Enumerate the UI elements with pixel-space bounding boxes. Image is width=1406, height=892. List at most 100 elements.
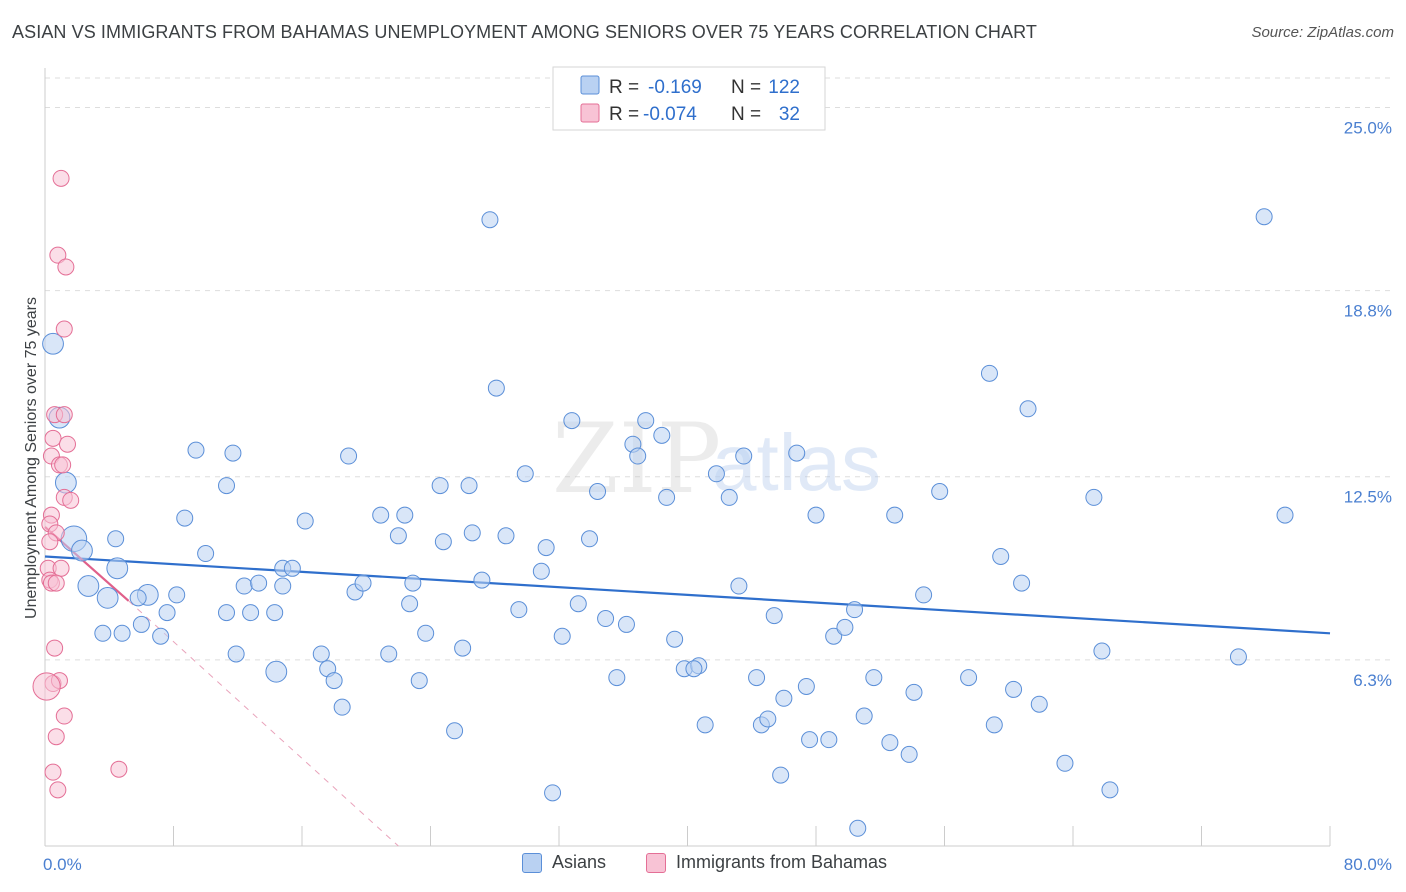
data-point-asians [372, 506, 390, 524]
data-point-asians [410, 672, 428, 690]
data-point-asians [96, 586, 119, 609]
data-point-bahamas [44, 763, 62, 781]
data-point-asians [129, 589, 147, 607]
data-point-asians [532, 562, 550, 580]
y-tick-label: 18.8% [1344, 302, 1392, 321]
data-point-asians [666, 630, 684, 648]
data-point-asians [544, 784, 562, 802]
data-point-asians [849, 819, 867, 837]
data-point-asians [980, 364, 998, 382]
data-point-asians [788, 444, 806, 462]
y-tick-label: 12.5% [1344, 488, 1392, 507]
data-point-asians [1276, 506, 1294, 524]
data-point-asians [846, 601, 864, 619]
data-point-bahamas [52, 169, 70, 187]
stats-n-value: 32 [779, 104, 800, 125]
data-point-asians [1093, 642, 1111, 660]
data-point-asians [563, 412, 581, 430]
gridlines [45, 77, 1392, 661]
data-point-asians [158, 604, 176, 622]
data-point-asians [855, 707, 873, 725]
data-point-asians [900, 745, 918, 763]
data-point-asians [132, 615, 150, 633]
data-point-asians [1019, 400, 1037, 418]
data-point-asians [454, 639, 472, 657]
data-point-asians [224, 444, 242, 462]
data-point-asians [460, 477, 478, 495]
stats-r-value: -0.074 [643, 104, 697, 125]
data-point-asians [905, 683, 923, 701]
data-point-asians [730, 577, 748, 595]
data-point-asians [71, 539, 93, 562]
data-point-asians [825, 627, 843, 645]
stats-r-value: -0.169 [648, 77, 702, 98]
y-tick-label: 25.0% [1344, 118, 1392, 137]
series-bahamas [32, 169, 128, 799]
data-point-bahamas [55, 406, 73, 424]
stats-n-label: N = [731, 77, 761, 98]
data-point-asians [748, 669, 766, 687]
legend-label-bahamas: Immigrants from Bahamas [676, 852, 888, 872]
data-point-asians [77, 575, 100, 597]
data-point-asians [417, 624, 435, 642]
data-point-asians [235, 577, 253, 595]
data-point-bahamas [62, 491, 80, 509]
data-point-asians [107, 530, 125, 548]
data-point-asians [242, 604, 260, 622]
data-point-asians [487, 379, 505, 397]
data-point-asians [735, 447, 753, 465]
data-point-asians [266, 604, 284, 622]
data-point-asians [985, 716, 1003, 734]
data-point-asians [707, 465, 725, 483]
stats-swatch-asians [580, 75, 600, 95]
data-point-asians [227, 645, 245, 663]
data-point-asians [658, 488, 676, 506]
data-point-asians [197, 545, 215, 563]
data-point-asians [765, 607, 783, 625]
data-point-asians [1101, 781, 1119, 799]
data-point-asians [218, 477, 236, 495]
data-point-asians [340, 447, 358, 465]
bottom-legend: Asians Immigrants from Bahamas [0, 848, 1406, 880]
data-point-bahamas [110, 760, 128, 778]
data-point-asians [94, 624, 112, 642]
x-tick-label-min: 0.0% [43, 855, 82, 874]
data-point-bahamas [49, 246, 67, 264]
data-point-asians [1229, 648, 1247, 666]
data-point-bahamas [57, 258, 75, 276]
data-point-asians [333, 698, 351, 716]
data-point-asians [881, 734, 899, 752]
data-point-asians [510, 601, 528, 619]
data-point-asians [992, 547, 1010, 565]
data-point-asians [325, 672, 343, 690]
data-point-bahamas [32, 672, 61, 701]
trend-lines [44, 526, 1331, 847]
data-point-asians [772, 766, 790, 784]
stats-n-label: N = [731, 104, 761, 125]
data-point-bahamas [54, 456, 72, 474]
data-point-asians [354, 574, 372, 592]
data-point-asians [653, 426, 671, 444]
data-point-asians [581, 530, 599, 548]
legend-swatch-asians [522, 852, 542, 873]
data-point-asians [685, 660, 703, 678]
data-point-bahamas [55, 320, 73, 338]
data-point-asians [886, 506, 904, 524]
data-point-asians [168, 586, 186, 604]
source-credit: Source: ZipAtlas.com [1251, 24, 1394, 41]
watermark-atlas: atlas [712, 418, 881, 507]
data-point-bahamas [47, 574, 65, 592]
data-point-asians [396, 506, 414, 524]
data-point-asians [176, 509, 194, 527]
data-point-asians [113, 624, 131, 642]
data-point-asians [389, 527, 407, 545]
data-point-asians [274, 577, 292, 595]
data-point-asians [434, 533, 452, 551]
data-point-asians [431, 477, 449, 495]
data-point-asians [1255, 208, 1273, 226]
data-point-asians [401, 595, 419, 613]
data-point-asians [42, 332, 64, 355]
data-point-asians [463, 524, 481, 542]
data-point-asians [312, 645, 330, 663]
data-point-asians [537, 539, 555, 557]
